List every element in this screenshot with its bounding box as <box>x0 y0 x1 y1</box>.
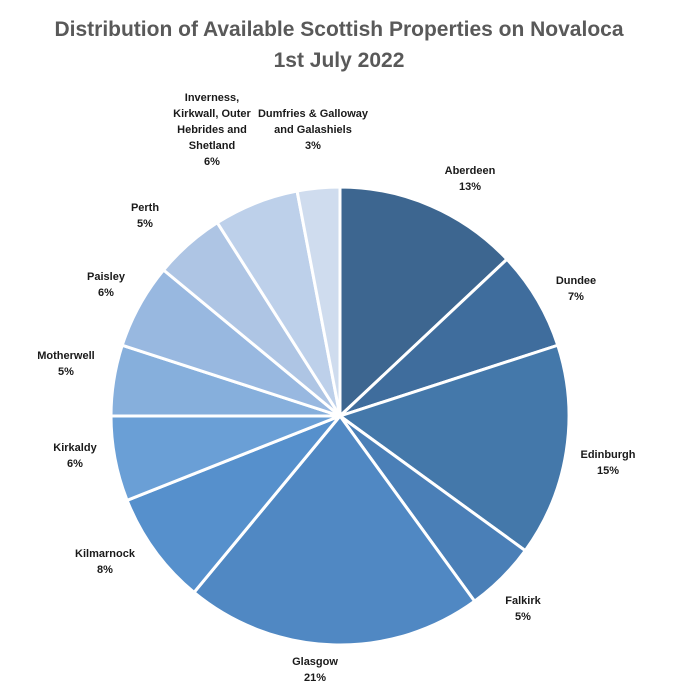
chart-title: Distribution of Available Scottish Prope… <box>0 14 678 76</box>
pie-slice-glasgow <box>192 414 477 647</box>
data-label-category: Dumfries & Galloway <box>258 108 369 120</box>
data-label: Edinburgh 15% <box>581 449 636 477</box>
data-label: Kirkaldy 6% <box>53 442 97 470</box>
data-label-value: 21% <box>304 672 326 684</box>
data-label: Dundee 7% <box>556 275 596 303</box>
chart-title-line: Distribution of Available Scottish Prope… <box>54 18 624 41</box>
pie-slice-kilmarnock <box>125 414 342 594</box>
data-label: Motherwell 5% <box>37 350 94 378</box>
data-label-category: Kilmarnock <box>75 548 136 560</box>
data-label: Kilmarnock 8% <box>75 548 136 576</box>
data-label: Perth 5% <box>131 202 159 230</box>
data-label-value: 5% <box>515 611 531 623</box>
data-label-category: Edinburgh <box>581 449 636 461</box>
data-label: Dumfries & Galloway and Galashiels 3% <box>258 108 369 152</box>
data-label-value: 5% <box>58 366 74 378</box>
data-label-category: Glasgow <box>292 656 338 668</box>
chart-subtitle: 1st July 2022 <box>273 49 405 72</box>
data-label: Aberdeen 13% <box>445 165 496 193</box>
data-label: Glasgow 21% <box>292 656 338 684</box>
data-label-value: 6% <box>98 287 114 299</box>
data-label-value: 7% <box>568 291 584 303</box>
pie-slice-edinburgh <box>338 343 571 553</box>
data-label-category: Motherwell <box>37 350 94 362</box>
data-label-category: Shetland <box>189 140 235 152</box>
data-label-category: Kirkwall, Outer <box>173 108 251 120</box>
pie-labels: Aberdeen 13% Dundee 7% Edinburgh 15% Falkirk 5%… <box>37 92 635 684</box>
data-label-value: 6% <box>67 458 83 470</box>
pie-slice-aberdeen <box>338 185 509 418</box>
data-label: Paisley 6% <box>87 271 126 299</box>
data-label-value: 13% <box>459 181 481 193</box>
data-label-category: Inverness, <box>185 92 239 104</box>
data-label-value: 6% <box>204 156 220 168</box>
data-label-value: 8% <box>97 564 113 576</box>
data-label-category: Aberdeen <box>445 165 496 177</box>
data-label-category: Dundee <box>556 275 596 287</box>
pie-slices <box>109 185 571 647</box>
data-label-category: Perth <box>131 202 159 214</box>
pie-slice-dumfries-galloway-and-galashiels <box>295 185 342 418</box>
data-label-category: Paisley <box>87 271 126 283</box>
data-label-category: Kirkaldy <box>53 442 97 454</box>
data-label-category: Falkirk <box>505 595 541 607</box>
data-label: Falkirk 5% <box>505 595 541 623</box>
data-label-value: 5% <box>137 218 153 230</box>
data-label-category: Hebrides and <box>177 124 247 136</box>
data-label: Inverness, Kirkwall, Outer Hebrides and She… <box>173 92 251 168</box>
data-label-category: and Galashiels <box>274 124 352 136</box>
data-label-value: 15% <box>597 465 619 477</box>
data-label-value: 3% <box>305 140 321 152</box>
